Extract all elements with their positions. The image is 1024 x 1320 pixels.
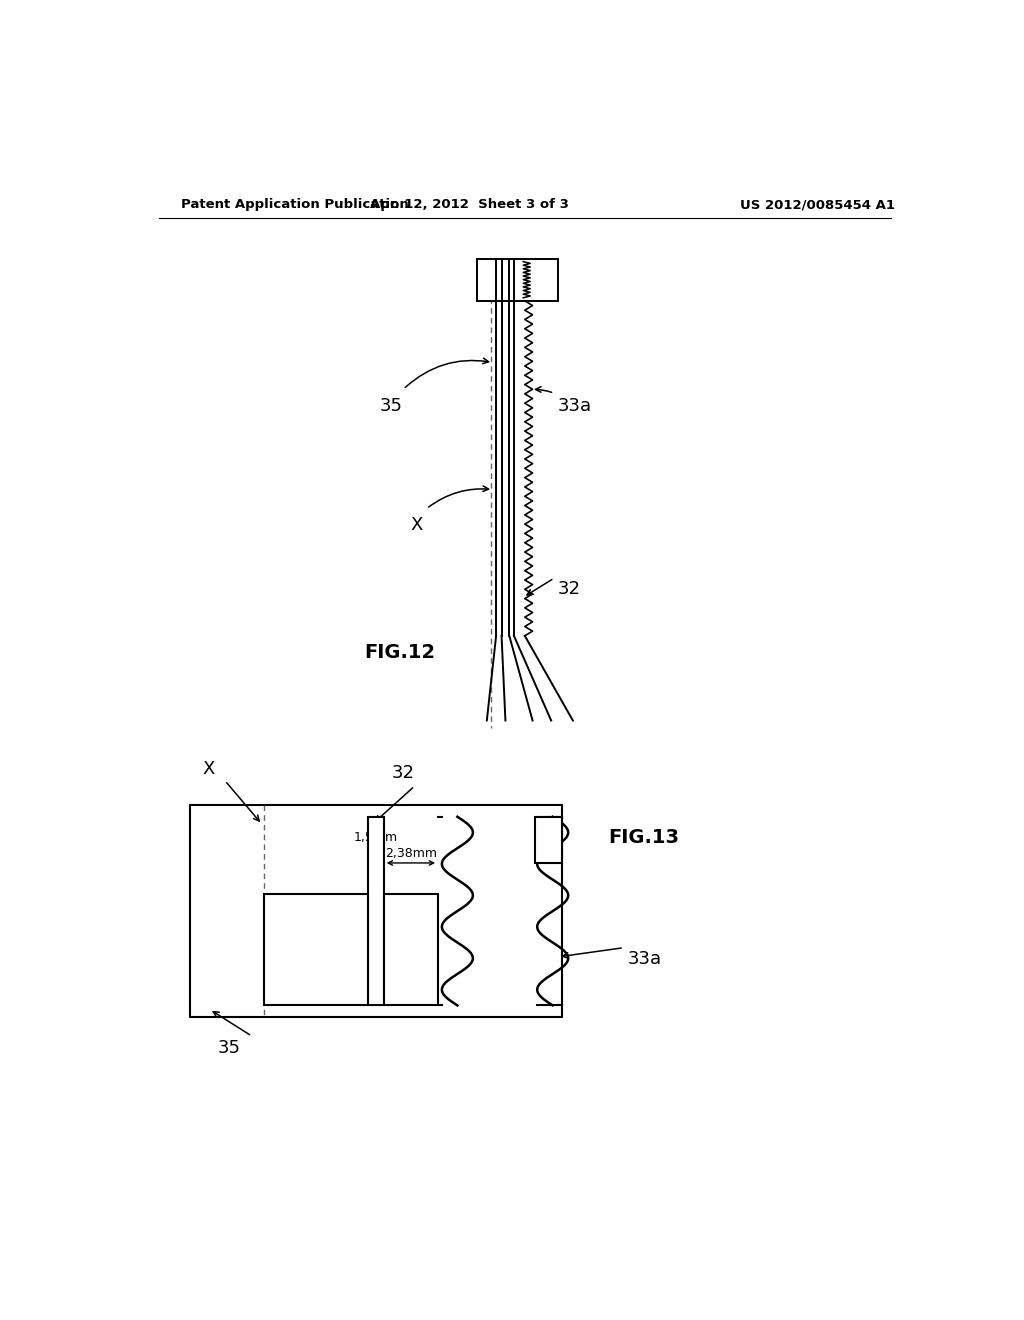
Text: US 2012/0085454 A1: US 2012/0085454 A1 (740, 198, 895, 211)
Text: 32: 32 (391, 764, 415, 781)
Text: FIG.12: FIG.12 (365, 644, 435, 663)
Bar (190, 805, 562, 1016)
Text: X: X (203, 760, 215, 779)
Text: 2,38mm: 2,38mm (385, 847, 437, 859)
Text: Apr. 12, 2012  Sheet 3 of 3: Apr. 12, 2012 Sheet 3 of 3 (370, 198, 568, 211)
Text: 1,5mm: 1,5mm (354, 832, 398, 845)
Bar (535, 817, 562, 863)
Text: Patent Application Publication: Patent Application Publication (180, 198, 409, 211)
Text: 33a: 33a (558, 397, 592, 414)
Bar (369, 817, 384, 1006)
Text: 33a: 33a (628, 950, 662, 968)
Bar (477, 259, 558, 301)
Text: FIG.13: FIG.13 (608, 829, 680, 847)
Text: X: X (411, 516, 423, 535)
Text: 32: 32 (558, 581, 582, 598)
Bar (384, 894, 438, 1006)
Bar (263, 894, 369, 1006)
Text: 4mm: 4mm (300, 920, 332, 933)
Text: 35: 35 (380, 397, 403, 414)
Text: 35: 35 (217, 1039, 241, 1056)
